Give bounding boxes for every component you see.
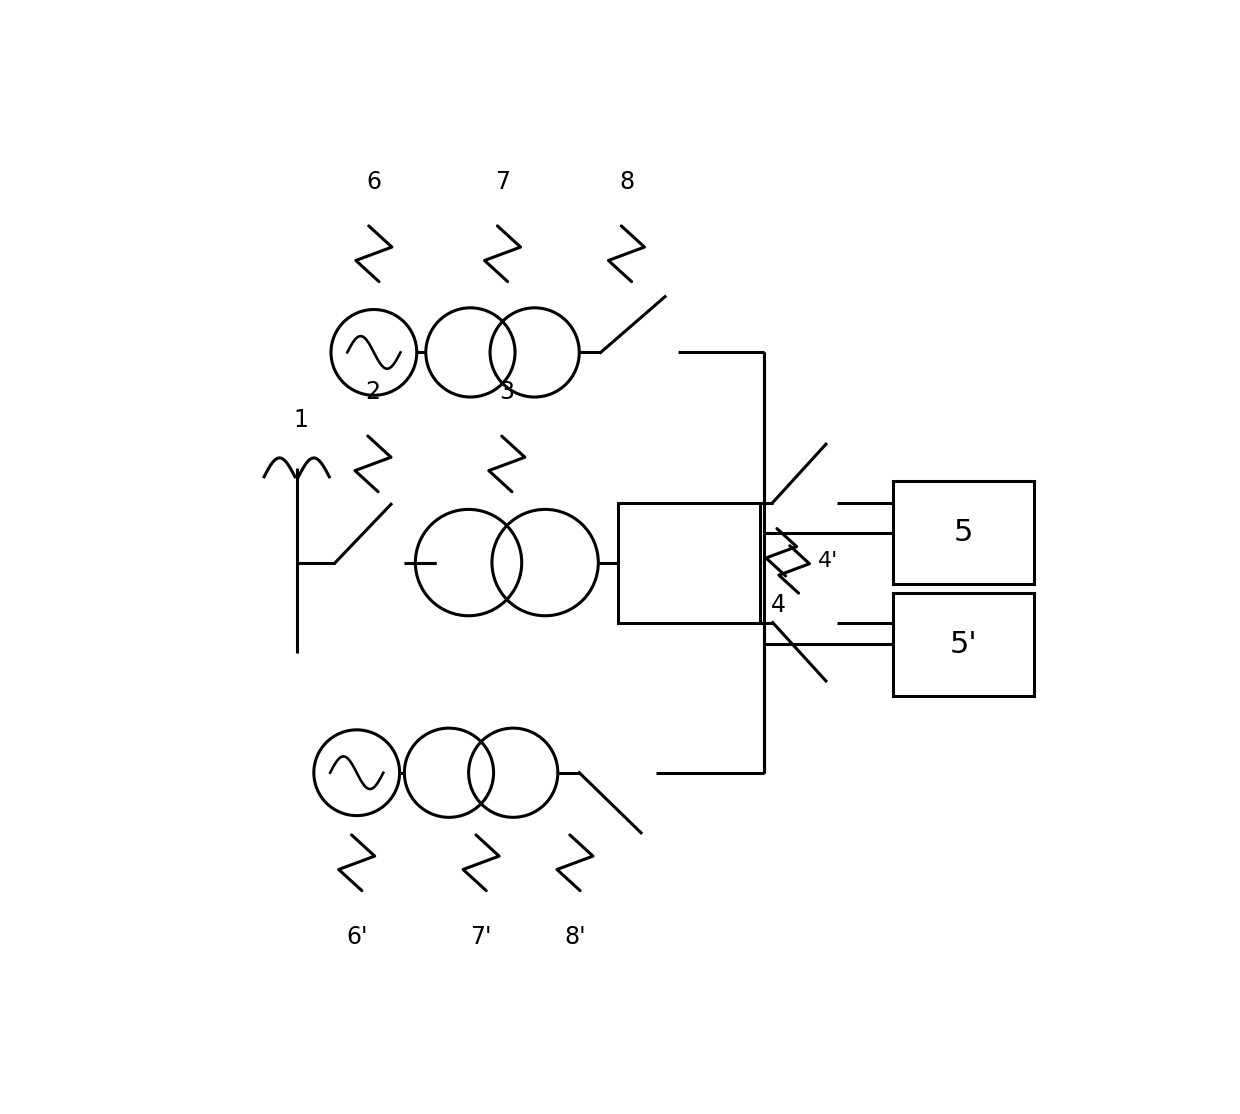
- Text: 5': 5': [950, 629, 977, 658]
- Text: 4: 4: [771, 593, 786, 616]
- Bar: [619, 502, 760, 623]
- Text: 8': 8': [564, 926, 585, 949]
- Text: 1: 1: [294, 408, 309, 432]
- Bar: [893, 593, 1034, 695]
- Text: 6: 6: [366, 169, 382, 194]
- Bar: [893, 481, 1034, 584]
- Text: 8: 8: [619, 169, 634, 194]
- Text: 6': 6': [346, 926, 367, 949]
- Text: 4': 4': [818, 550, 838, 570]
- Text: 7': 7': [470, 926, 492, 949]
- Text: 5: 5: [954, 518, 973, 547]
- Text: 2: 2: [366, 380, 381, 404]
- Text: 3: 3: [500, 380, 515, 404]
- Text: 7: 7: [495, 169, 510, 194]
